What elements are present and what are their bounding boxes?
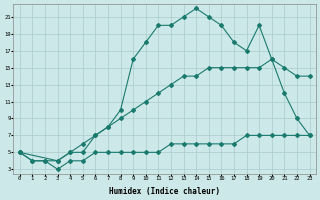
X-axis label: Humidex (Indice chaleur): Humidex (Indice chaleur) bbox=[109, 187, 220, 196]
